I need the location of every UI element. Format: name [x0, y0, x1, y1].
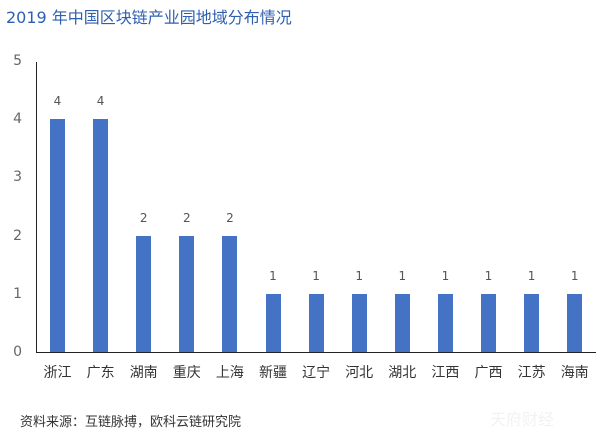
bar [351, 293, 367, 352]
x-tick-label: 重庆 [172, 365, 201, 381]
data-label: 1 [527, 268, 536, 283]
x-tick-label: 湖北 [388, 365, 417, 381]
chart-title: 2019 年中国区块链产业园地域分布情况 [6, 8, 292, 27]
bar [136, 235, 152, 352]
x-tick-label: 湖南 [129, 365, 158, 381]
data-label: 1 [312, 268, 320, 283]
bar [93, 119, 109, 352]
bar [394, 293, 410, 352]
data-label: 1 [484, 268, 493, 283]
x-tick-label: 上海 [215, 365, 244, 381]
y-tick-label: 4 [13, 111, 22, 128]
x-tick-label: 江西 [431, 365, 460, 381]
data-label: 2 [182, 210, 191, 225]
source-note: 资料来源：互链脉搏，欧科云链研究院 [20, 415, 242, 430]
x-tick-label: 海南 [560, 365, 589, 381]
data-label: 1 [441, 268, 450, 283]
x-axis [36, 352, 596, 353]
bar [265, 293, 281, 352]
y-axis [36, 62, 37, 353]
bar [308, 293, 324, 352]
data-label: 1 [269, 268, 277, 283]
bar [222, 235, 238, 352]
x-tick-label: 浙江 [43, 365, 72, 381]
bar [481, 293, 496, 352]
bar [567, 293, 583, 352]
bar [437, 293, 453, 352]
x-tick-label: 辽宁 [302, 365, 331, 381]
x-tick-label: 新疆 [259, 365, 287, 381]
y-tick-label: 3 [13, 169, 22, 186]
data-label: 1 [570, 268, 579, 283]
x-tick-label: 广西 [474, 365, 503, 381]
x-tick-label: 河北 [345, 365, 374, 381]
data-label: 1 [355, 268, 363, 283]
bar [179, 235, 195, 352]
y-tick-label: 0 [13, 344, 22, 360]
y-tick-label: 1 [13, 285, 22, 302]
data-label: 2 [139, 210, 148, 225]
data-label: 1 [398, 268, 407, 283]
y-tick-label: 5 [13, 53, 22, 69]
data-label: 4 [53, 94, 62, 109]
data-label: 4 [96, 94, 105, 109]
bar [50, 119, 65, 352]
x-tick-label: 广东 [86, 365, 115, 381]
watermark: 天府财经 [490, 410, 555, 429]
x-tick-label: 江苏 [517, 365, 546, 381]
bar [524, 293, 540, 352]
data-label: 2 [226, 210, 234, 225]
y-tick-label: 2 [13, 227, 22, 244]
